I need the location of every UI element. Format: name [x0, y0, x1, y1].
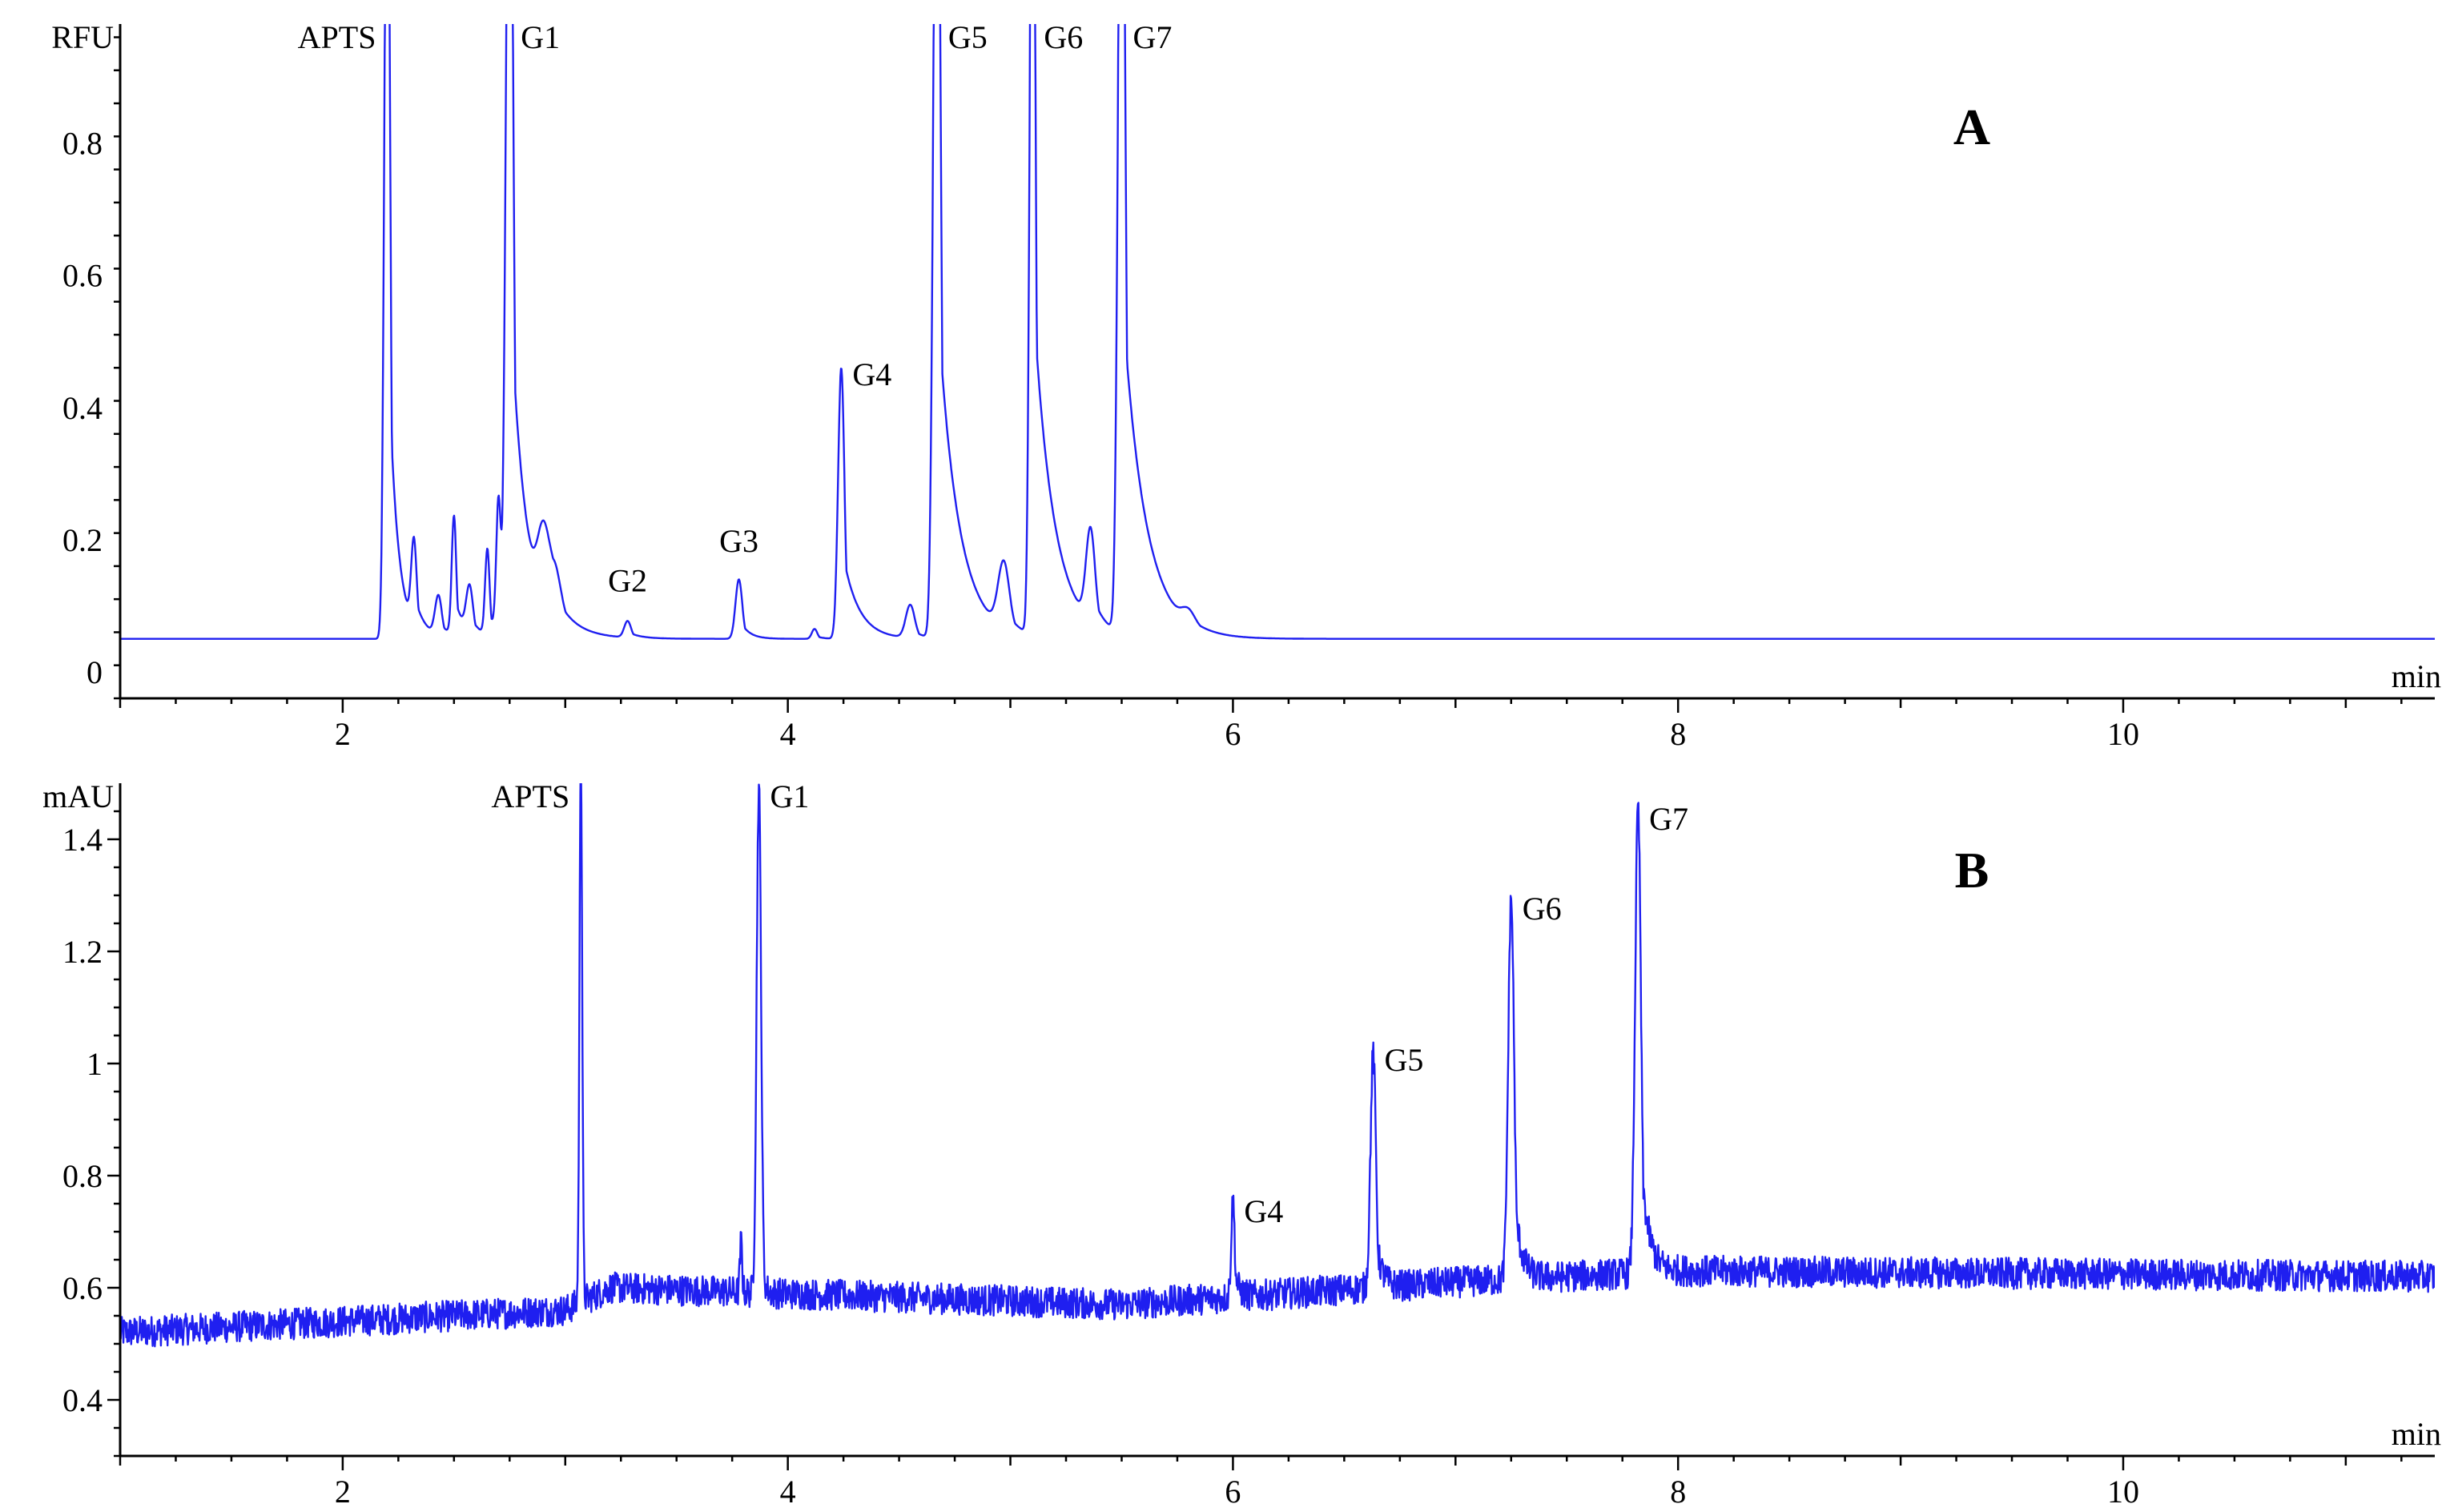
peak-label-g5: G5 — [1384, 1042, 1423, 1078]
x-tick-label-b: 4 — [780, 1474, 796, 1510]
x-tick-label-b: 10 — [2107, 1474, 2139, 1510]
peak-label-g7: G7 — [1649, 801, 1688, 837]
x-tick-label-b: 6 — [1225, 1474, 1241, 1510]
peak-label-apts: APTS — [298, 19, 376, 55]
peak-label-g1: G1 — [521, 19, 560, 55]
peak-label-g5: G5 — [948, 19, 988, 55]
x-tick-label-a: 6 — [1225, 716, 1241, 752]
peak-label-g4: G4 — [1244, 1193, 1283, 1229]
x-tick-label-a: 4 — [780, 716, 796, 752]
x-tick-label-a: 2 — [335, 716, 351, 752]
y-axis-unit-label-a: RFU — [51, 19, 114, 55]
x-axis-unit-label-b: min — [2392, 1416, 2441, 1452]
peak-label-g6: G6 — [1523, 891, 1562, 927]
y-tick-label-b: 0.8 — [62, 1158, 103, 1194]
x-tick-label-a: 8 — [1670, 716, 1686, 752]
x-tick-label-b: 8 — [1670, 1474, 1686, 1510]
y-tick-label-b: 1 — [86, 1046, 103, 1082]
x-axis-unit-label-a: min — [2392, 658, 2441, 694]
x-tick-label-b: 2 — [335, 1474, 351, 1510]
y-tick-label-b: 1.2 — [62, 934, 103, 970]
y-tick-label-a: 0.4 — [62, 390, 103, 426]
peak-label-g4: G4 — [852, 356, 891, 392]
peak-label-g7: G7 — [1132, 19, 1172, 55]
peak-label-g1: G1 — [770, 778, 810, 814]
x-tick-label-a: 10 — [2107, 716, 2139, 752]
peak-label-g3: G3 — [719, 523, 758, 559]
peak-label-g6: G6 — [1044, 19, 1083, 55]
y-tick-label-b: 0.4 — [62, 1382, 103, 1418]
y-tick-label-a: 0.6 — [62, 258, 103, 294]
y-tick-label-a: 0 — [86, 654, 103, 690]
trace-line-a — [120, 24, 2435, 640]
panel-b: 2 4 6 8 10 0.4 0.6 0.8 1 1.2 1.4 mAU min B APTS G1 G4 G5 G… — [42, 778, 2441, 1510]
y-axis-unit-label-b: mAU — [42, 778, 114, 814]
y-tick-label-b: 1.4 — [62, 822, 103, 858]
y-tick-label-a: 0.8 — [62, 126, 103, 162]
panel-letter-a: A — [1953, 99, 1990, 155]
peak-label-g2: G2 — [608, 563, 647, 599]
y-tick-label-a: 0.2 — [62, 522, 103, 558]
panel-a: 2 4 6 8 10 0 0.2 0.4 0.6 0.8 RFU min A APTS G1 G2 G3 G4 G5… — [51, 19, 2441, 752]
y-tick-label-b: 0.6 — [62, 1270, 103, 1306]
panel-letter-b: B — [1955, 842, 1989, 899]
trace-line-b — [120, 783, 2435, 1348]
peak-label-apts: APTS — [491, 778, 569, 814]
